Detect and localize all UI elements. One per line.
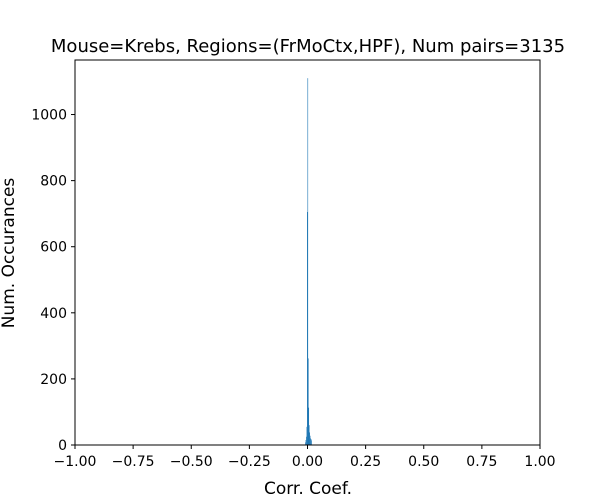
histogram-bars (305, 78, 312, 445)
x-tick-label: 0.50 (408, 454, 439, 470)
x-tick-label: 0.75 (466, 454, 497, 470)
histogram-bar-10 (309, 435, 311, 445)
histogram-bar-5 (307, 78, 309, 445)
chart-title: Mouse=Krebs, Regions=(FrMoCtx,HPF), Num … (51, 36, 565, 57)
y-tick-label: 1000 (31, 108, 67, 124)
x-axis-ticks: −1.00 −0.75 −0.50 −0.25 0.00 0.25 0.50 0.75 1.00 (54, 445, 556, 470)
x-tick-label: −0.75 (112, 454, 155, 470)
y-tick-label: 200 (40, 372, 67, 388)
y-axis-label: Num. Occurances (0, 178, 19, 329)
y-tick-label: 0 (58, 438, 67, 454)
x-tick-label: 1.00 (524, 454, 555, 470)
plot-frame (74, 59, 541, 446)
x-axis-label: Corr. Coef. (264, 479, 352, 499)
x-tick-label: −1.00 (54, 454, 97, 470)
y-tick-label: 600 (40, 240, 67, 256)
histogram-bar-12 (310, 439, 312, 445)
histogram-bar-3 (306, 426, 308, 445)
y-tick-label: 800 (40, 174, 67, 190)
histogram-bar-6 (307, 358, 309, 445)
histogram-bar-0 (305, 442, 306, 445)
histogram-bar-11 (310, 438, 311, 445)
x-tick-label: 0.25 (350, 454, 381, 470)
histogram-bar-8 (308, 425, 310, 445)
y-axis-ticks: 0 200 400 600 800 1000 (31, 108, 75, 454)
x-tick-label: −0.25 (228, 454, 271, 470)
x-tick-label: 0.00 (292, 454, 323, 470)
histogram-bar-9 (309, 432, 310, 445)
histogram-bar-4 (307, 212, 308, 445)
x-tick-label: −0.50 (170, 454, 213, 470)
histogram-bar-1 (305, 440, 307, 445)
histogram-bar-2 (306, 436, 307, 445)
histogram-bar-13 (311, 440, 312, 445)
y-tick-label: 400 (40, 306, 67, 322)
histogram-bar-7 (308, 407, 310, 445)
